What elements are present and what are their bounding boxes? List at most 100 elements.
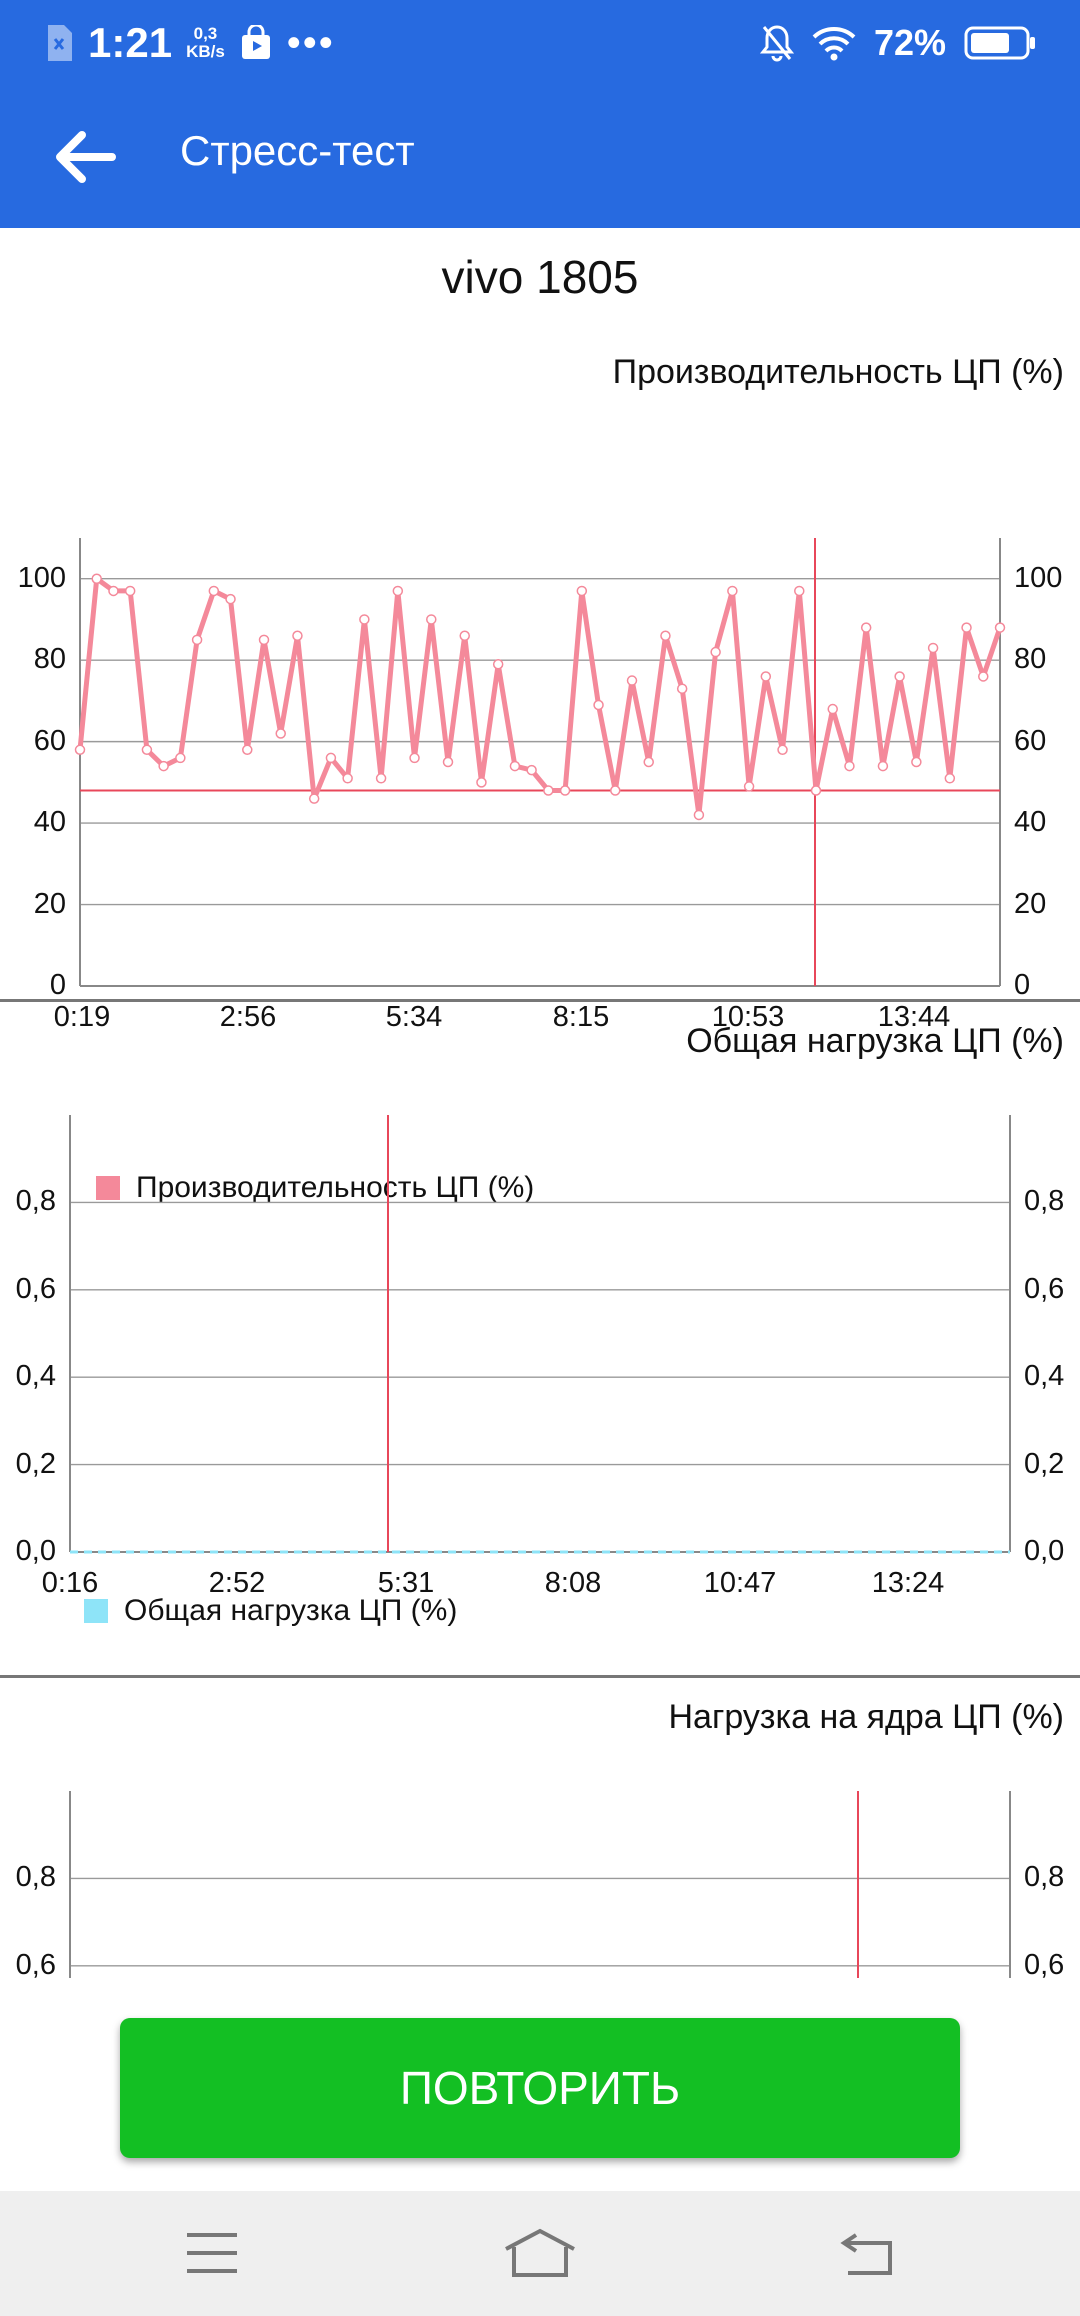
- y-tick-label: 0,6: [1024, 1948, 1065, 1978]
- data-point: [743, 781, 755, 792]
- y-tick-label: 0: [1014, 969, 1031, 1001]
- data-point: [476, 777, 487, 788]
- data-point: [74, 744, 86, 756]
- repeat-button[interactable]: ПОВТОРИТЬ: [120, 2018, 960, 2158]
- data-point: [459, 630, 470, 641]
- series-line: [77, 576, 1003, 818]
- core-load-chart-title: Нагрузка на ядра ЦП (%): [668, 1698, 1064, 1736]
- data-point: [208, 585, 220, 597]
- data-point: [225, 593, 236, 605]
- data-point: [760, 671, 772, 682]
- more-notifications: •••: [286, 21, 335, 65]
- data-point: [359, 614, 370, 625]
- y-tick-label: 20: [1014, 887, 1047, 920]
- data-point: [242, 744, 253, 756]
- network-speed-value: 0,3: [193, 24, 218, 43]
- core-load-chart-section: Нагрузка на ядра ЦП (%) 0,8 0,6 0,8 0,6: [0, 1678, 1080, 1978]
- performance-legend-swatch: [96, 1176, 120, 1200]
- data-point: [810, 785, 822, 796]
- wifi-icon: [812, 27, 856, 61]
- data-point: [292, 630, 303, 641]
- data-point: [543, 785, 554, 796]
- y-tick-label: 60: [33, 724, 66, 757]
- data-point: [794, 585, 805, 597]
- arrow-left-icon[interactable]: [50, 122, 120, 192]
- mute-bell-icon: [759, 25, 794, 62]
- device-name: vivo 1805: [441, 251, 639, 303]
- data-point: [559, 785, 571, 796]
- clock: 1:21: [88, 19, 173, 66]
- x-tick-label: 10:53: [711, 1001, 785, 1033]
- data-point: [492, 659, 504, 670]
- menu-icon: [187, 2233, 237, 2273]
- total-load-legend-label: Общая нагрузка ЦП (%): [124, 1594, 458, 1627]
- home-button[interactable]: [480, 2213, 600, 2293]
- x-tick-label: 2:56: [219, 1001, 277, 1033]
- data-point: [325, 752, 337, 764]
- y-tick-label: 0,8: [15, 1861, 56, 1894]
- total-load-chart-title: Общая нагрузка ЦП (%): [686, 1022, 1064, 1060]
- performance-chart-title: Производительность ЦП (%): [612, 353, 1064, 391]
- x-tick-label: 10:47: [703, 1567, 777, 1599]
- y-tick-label: 0,6: [15, 1272, 56, 1305]
- y-tick-label: 0,8: [1024, 1185, 1065, 1218]
- network-speed: 0,3 KB/s: [186, 25, 225, 61]
- performance-line-chart[interactable]: [0, 333, 1080, 1227]
- navigation-bar: [0, 2191, 1080, 2316]
- core-load-line-chart[interactable]: [0, 1678, 1080, 1978]
- back-icon: [840, 2233, 892, 2275]
- data-point: [660, 630, 671, 641]
- y-tick-label: 80: [33, 643, 66, 676]
- data-point: [442, 756, 454, 768]
- data-point: [927, 642, 939, 654]
- store-icon: [241, 25, 270, 59]
- data-point: [342, 773, 353, 784]
- data-point: [911, 756, 922, 768]
- status-bar: 1:21 0,3 KB/s ••• 72%: [0, 0, 1080, 85]
- total-load-legend: Общая нагрузка ЦП (%): [84, 1594, 457, 1628]
- app-bar: Стресс-тест: [0, 85, 1080, 228]
- y-tick-label: 60: [1014, 724, 1047, 757]
- data-point: [108, 585, 119, 597]
- data-point: [375, 773, 387, 784]
- y-tick-label: 0,6: [1024, 1272, 1065, 1305]
- menu-button[interactable]: [152, 2213, 272, 2293]
- y-tick-label: 100: [17, 561, 66, 594]
- data-point: [191, 634, 203, 646]
- y-tick-label: 100: [1014, 561, 1063, 594]
- x-tick-label: 13:44: [877, 1001, 951, 1033]
- y-tick-label: 40: [33, 806, 66, 839]
- performance-chart-section: Производительность ЦП (%) 100 80 60 40 20 0 1…: [0, 333, 1080, 1227]
- y-tick-label: 40: [1014, 806, 1047, 839]
- y-tick-label: 0,6: [15, 1948, 56, 1978]
- y-tick-label: 0,2: [1024, 1447, 1065, 1480]
- y-tick-label: 0,2: [15, 1447, 56, 1480]
- y-tick-label: 80: [1014, 643, 1047, 676]
- home-icon: [505, 2228, 575, 2277]
- y-tick-label: 0,0: [1024, 1535, 1065, 1567]
- data-point: [526, 764, 537, 776]
- divider: [0, 999, 1080, 1002]
- total-load-chart-section: Общая нагрузка ЦП (%) 0,8 0,6 0,4 0,2 0,0 0,…: [0, 1002, 1080, 1678]
- data-point: [308, 793, 320, 804]
- data-point: [593, 699, 604, 711]
- data-point: [877, 760, 889, 772]
- page-title: Стресс-тест: [180, 127, 415, 174]
- data-point: [392, 585, 404, 597]
- performance-legend-label: Производительность ЦП (%): [136, 1171, 535, 1204]
- back-button[interactable]: [808, 2213, 928, 2293]
- data-point: [509, 760, 521, 772]
- x-tick-label: 0:19: [53, 1001, 111, 1033]
- divider: [0, 1675, 1080, 1678]
- data-point: [576, 585, 588, 597]
- data-point: [944, 773, 956, 784]
- data-point: [91, 573, 102, 584]
- data-point: [409, 752, 420, 764]
- results-scroll-area[interactable]: vivo 1805 Производительность ЦП (%) 100 8…: [0, 228, 1080, 1978]
- data-point: [961, 622, 972, 633]
- data-point: [978, 671, 989, 682]
- total-load-line-chart[interactable]: [0, 1002, 1080, 1678]
- data-point: [610, 785, 621, 796]
- y-tick-label: 0: [49, 969, 66, 1001]
- y-tick-label: 0,4: [1024, 1360, 1065, 1393]
